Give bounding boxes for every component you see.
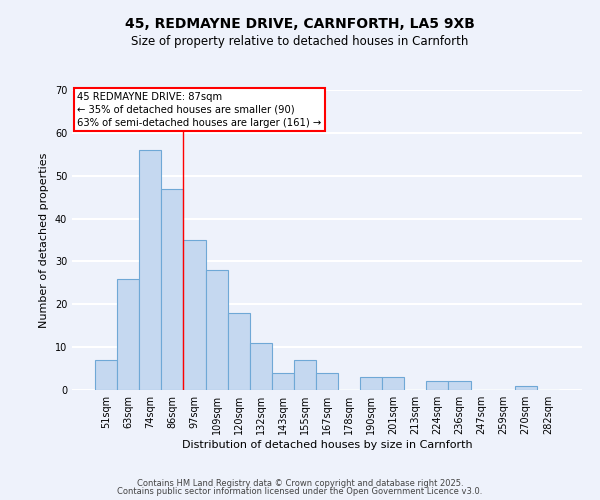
- Bar: [316, 373, 338, 390]
- Bar: [515, 386, 537, 390]
- Bar: [427, 382, 448, 390]
- Bar: [227, 313, 250, 390]
- Bar: [360, 377, 382, 390]
- Bar: [161, 188, 184, 390]
- Text: 45 REDMAYNE DRIVE: 87sqm
← 35% of detached houses are smaller (90)
63% of semi-d: 45 REDMAYNE DRIVE: 87sqm ← 35% of detach…: [77, 92, 322, 128]
- Text: Contains HM Land Registry data © Crown copyright and database right 2025.: Contains HM Land Registry data © Crown c…: [137, 478, 463, 488]
- Bar: [117, 278, 139, 390]
- Y-axis label: Number of detached properties: Number of detached properties: [39, 152, 49, 328]
- Bar: [272, 373, 294, 390]
- Text: Size of property relative to detached houses in Carnforth: Size of property relative to detached ho…: [131, 35, 469, 48]
- Bar: [95, 360, 117, 390]
- Bar: [448, 382, 470, 390]
- Bar: [184, 240, 206, 390]
- Bar: [250, 343, 272, 390]
- Bar: [294, 360, 316, 390]
- Bar: [206, 270, 227, 390]
- Bar: [139, 150, 161, 390]
- Text: Contains public sector information licensed under the Open Government Licence v3: Contains public sector information licen…: [118, 487, 482, 496]
- Bar: [382, 377, 404, 390]
- X-axis label: Distribution of detached houses by size in Carnforth: Distribution of detached houses by size …: [182, 440, 472, 450]
- Text: 45, REDMAYNE DRIVE, CARNFORTH, LA5 9XB: 45, REDMAYNE DRIVE, CARNFORTH, LA5 9XB: [125, 18, 475, 32]
